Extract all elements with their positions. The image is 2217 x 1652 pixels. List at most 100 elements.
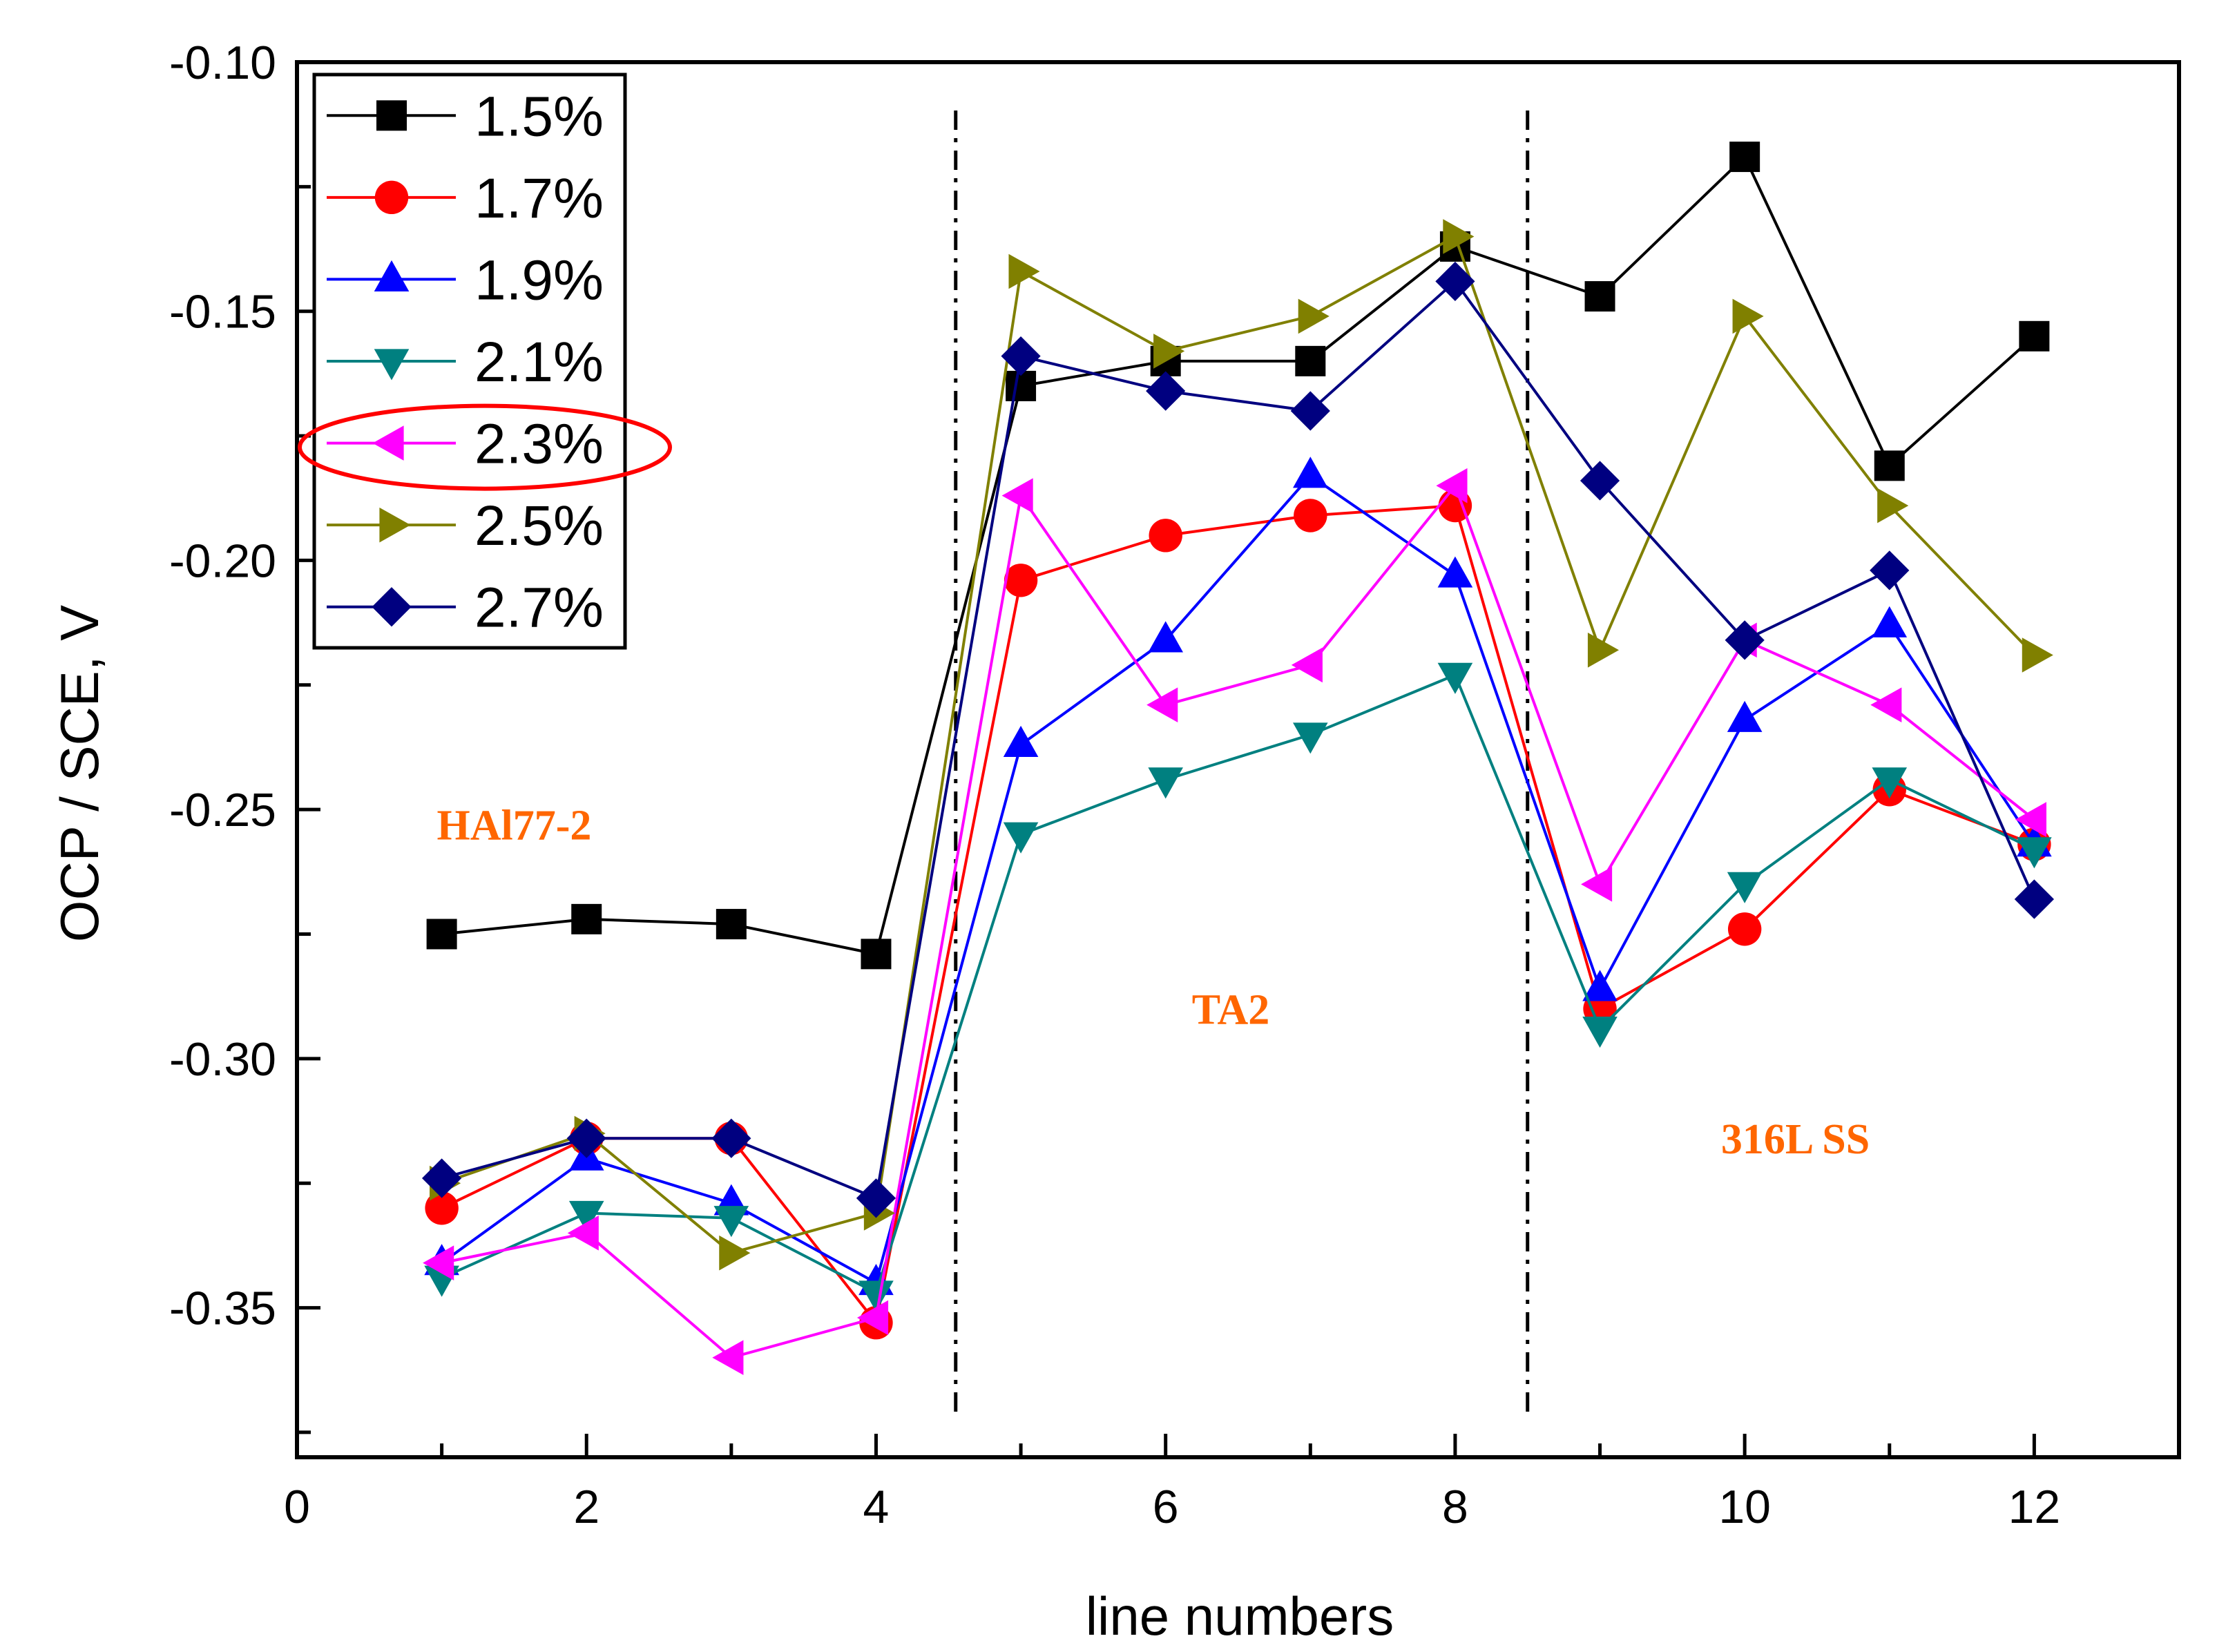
data-point xyxy=(1727,872,1763,903)
legend-label: 1.5% xyxy=(474,85,604,148)
data-point xyxy=(1153,334,1185,369)
data-point xyxy=(1148,621,1183,653)
data-point xyxy=(1293,722,1328,754)
x-tick-label: 12 xyxy=(2008,1481,2061,1533)
x-axis-title: line numbers xyxy=(1086,1586,1394,1646)
legend-label: 2.3% xyxy=(474,413,604,476)
data-point xyxy=(1001,336,1041,376)
data-point xyxy=(1443,219,1475,254)
legend-label: 2.5% xyxy=(474,494,604,557)
data-point xyxy=(1008,253,1040,289)
data-point xyxy=(422,1158,462,1198)
data-point xyxy=(1146,371,1186,411)
data-point xyxy=(1874,450,1905,481)
legend-swatch-marker xyxy=(372,425,404,461)
legend-item-2-5pct: 2.5% xyxy=(327,494,604,557)
x-tick-label: 8 xyxy=(1442,1481,1468,1533)
series-2-1pct xyxy=(424,662,2052,1312)
data-point xyxy=(1580,461,1620,501)
highlight-ellipse xyxy=(298,403,672,491)
x-tick-label: 0 xyxy=(284,1481,310,1533)
data-point xyxy=(1584,281,1615,312)
data-point xyxy=(1436,468,1468,503)
data-point xyxy=(856,1178,896,1218)
data-point xyxy=(1003,725,1039,757)
data-point xyxy=(1725,620,1765,660)
data-point xyxy=(2022,637,2053,673)
data-point xyxy=(2019,320,2050,352)
data-point xyxy=(1006,370,1037,401)
data-point xyxy=(1582,1016,1618,1048)
data-point xyxy=(2015,802,2046,837)
y-tick-label: -0.35 xyxy=(169,1283,276,1335)
data-point xyxy=(2014,879,2054,919)
series-line xyxy=(441,673,2035,1295)
y-tick-label: -0.30 xyxy=(169,1033,276,1086)
data-point xyxy=(858,1280,894,1312)
region-label-2: TA2 xyxy=(1192,986,1270,1033)
data-point xyxy=(1291,647,1323,683)
legend-label: 1.7% xyxy=(474,167,604,230)
y-axis-title: OCP / SCE, V xyxy=(49,605,110,942)
legend-item-1-5pct: 1.5% xyxy=(327,85,604,148)
y-tick-label: -0.15 xyxy=(169,286,276,338)
data-point xyxy=(1003,822,1039,854)
legend-swatch-marker xyxy=(379,507,411,543)
data-point xyxy=(1295,345,1326,376)
legend-item-1-9pct: 1.9% xyxy=(327,249,604,311)
data-point xyxy=(1149,519,1182,553)
legend-item-2-3pct: 2.3% xyxy=(327,413,604,476)
data-point xyxy=(856,1300,889,1336)
series-line xyxy=(441,154,2035,956)
data-point xyxy=(861,939,892,970)
data-point xyxy=(712,1340,744,1376)
data-point xyxy=(1727,912,1762,946)
legend-item-1-7pct: 1.7% xyxy=(327,167,604,230)
legend-swatch-marker xyxy=(374,349,410,381)
data-point xyxy=(566,1118,606,1158)
series-2-3pct xyxy=(423,468,2046,1376)
data-point xyxy=(1437,556,1473,588)
legend-label: 2.1% xyxy=(474,331,604,394)
data-point xyxy=(1872,767,1908,799)
data-point xyxy=(1293,457,1328,488)
data-point xyxy=(2017,837,2052,869)
data-point xyxy=(719,1235,751,1271)
data-point xyxy=(567,1216,599,1251)
series-1-5pct xyxy=(426,142,2050,970)
series-line xyxy=(441,483,2035,1359)
data-point xyxy=(1435,261,1475,302)
data-point xyxy=(1148,767,1183,799)
data-point xyxy=(716,909,747,940)
data-point xyxy=(1004,564,1038,597)
legend-swatch-marker xyxy=(374,260,410,292)
series-line xyxy=(441,234,2035,1255)
data-point xyxy=(425,1191,459,1225)
data-point xyxy=(423,1245,454,1280)
data-point xyxy=(1870,550,1910,590)
data-point xyxy=(713,1206,749,1238)
data-point xyxy=(1001,478,1033,513)
region-label-3: 316L SS xyxy=(1721,1116,1870,1163)
x-tick-label: 4 xyxy=(863,1481,890,1533)
data-point xyxy=(1877,488,1909,524)
data-point xyxy=(1298,298,1330,334)
data-point xyxy=(1732,298,1764,334)
data-point xyxy=(571,903,602,934)
legend-item-2-1pct: 2.1% xyxy=(327,331,604,394)
region-label-1: HAl77-2 xyxy=(436,802,591,849)
legend-item-2-7pct: 2.7% xyxy=(327,577,604,640)
x-tick-label: 2 xyxy=(573,1481,599,1533)
x-tick-label: 10 xyxy=(1718,1481,1771,1533)
data-point xyxy=(711,1118,751,1158)
data-point xyxy=(426,919,457,950)
data-point xyxy=(1581,867,1613,902)
data-point xyxy=(1872,606,1908,637)
data-point xyxy=(1437,662,1473,694)
data-point xyxy=(568,1200,604,1232)
data-point xyxy=(1582,970,1618,1001)
legend-label: 2.7% xyxy=(474,577,604,640)
y-tick-label: -0.10 xyxy=(169,37,276,89)
legend-label: 1.9% xyxy=(474,249,604,311)
